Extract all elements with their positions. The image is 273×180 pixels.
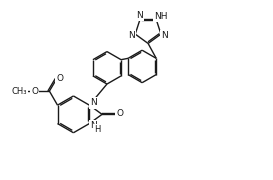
Text: O: O xyxy=(31,87,38,96)
Text: N: N xyxy=(128,31,135,40)
Text: N: N xyxy=(90,121,97,130)
Text: N: N xyxy=(136,11,143,20)
Text: O: O xyxy=(56,74,63,83)
Text: CH₃: CH₃ xyxy=(11,87,26,96)
Text: O: O xyxy=(116,109,123,118)
Text: N: N xyxy=(161,31,168,40)
Text: NH: NH xyxy=(154,12,168,21)
Text: N: N xyxy=(90,98,97,107)
Text: H: H xyxy=(94,125,101,134)
